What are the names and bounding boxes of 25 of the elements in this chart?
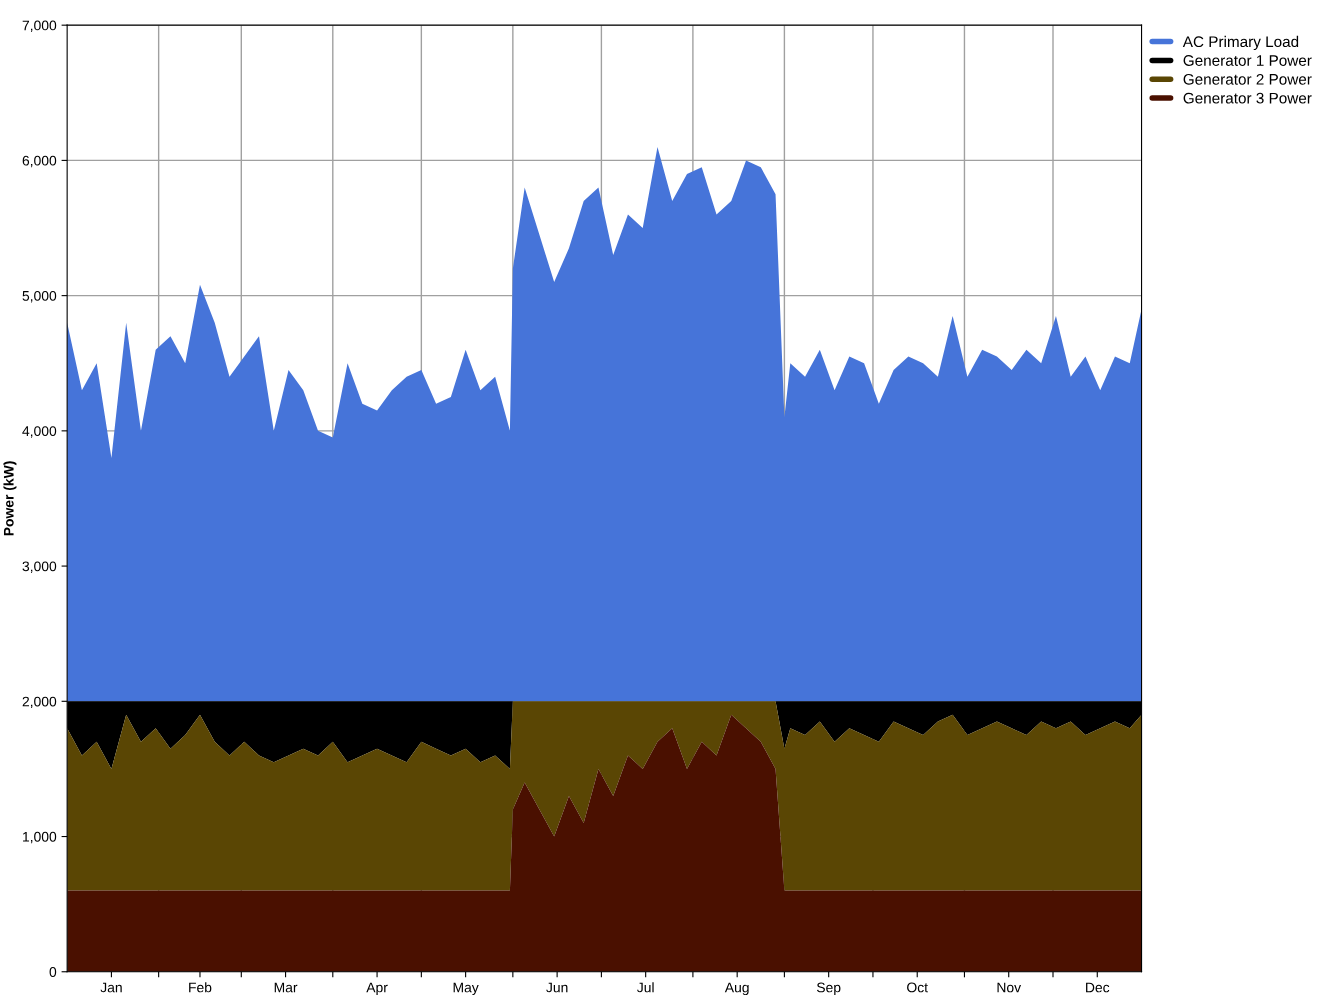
x-tick-label: Aug <box>724 982 749 996</box>
legend-label: Generator 1 Power <box>1183 55 1312 66</box>
y-tick-label: 1,000 <box>23 831 57 844</box>
x-tick-label: Apr <box>366 982 388 996</box>
x-tick-label: Feb <box>189 982 212 993</box>
y-tick-label: 7,000 <box>22 20 57 32</box>
y-tick-label: 0 <box>49 967 57 977</box>
y-axis-title: Power (kW) <box>3 461 17 536</box>
legend-label: Generator 2 Power <box>1183 73 1312 85</box>
x-tick-label: Sep <box>816 982 841 996</box>
x-tick-label: Mar <box>274 982 298 993</box>
x-tick-label: Jul <box>637 982 654 993</box>
x-tick-label: Dec <box>1086 982 1110 993</box>
x-tick-label: Jun <box>546 982 568 993</box>
y-tick-label: 4,000 <box>22 426 57 438</box>
x-tick-label: May <box>453 982 479 996</box>
y-tick-label: 6,000 <box>22 155 57 168</box>
y-tick-label: 2,000 <box>22 696 57 709</box>
x-tick-label: Jan <box>100 982 122 993</box>
x-tick-label: Nov <box>997 982 1022 993</box>
y-tick-label: 5,000 <box>22 290 57 303</box>
legend-label: AC Primary Load <box>1182 35 1299 51</box>
y-tick-label: 3,000 <box>22 561 57 573</box>
x-tick-label: Oct <box>907 982 928 993</box>
legend-label: Generator 3 Power <box>1183 92 1312 104</box>
